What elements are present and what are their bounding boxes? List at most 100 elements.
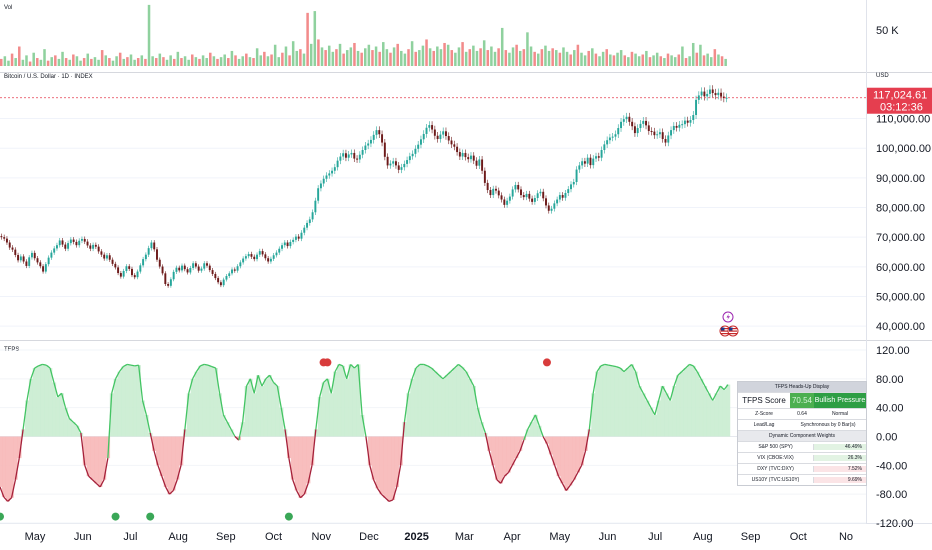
candle-body [122,270,125,277]
volume-bar [335,49,338,66]
candle-body [681,124,684,126]
candle-body [261,251,264,255]
tfps-line-segment [261,378,267,387]
tfps-histogram-bar [702,386,708,437]
volume-bar [475,50,479,66]
tfps-histogram-bar [221,414,226,437]
tfps-line-segment [658,385,664,401]
tfps-line-segment [180,429,186,466]
candle-body [308,219,311,223]
tfps-histogram-bar [718,386,723,437]
candle-body [142,259,145,266]
currency-label: USD [876,73,889,79]
candle-body [39,262,42,267]
tfps-line-segment [215,367,221,394]
tfps-line-segment [623,367,629,373]
candle-body [564,192,567,198]
tfps-line-segment [715,385,721,394]
candle-body [689,120,692,123]
candle-body [297,236,300,239]
volume-bar [21,59,25,66]
volume-bar [461,42,464,66]
tfps-histogram-bar [194,371,199,437]
candle-body [53,248,56,253]
candle-body [256,254,258,260]
tfps-line-segment [642,392,648,401]
candle-body [375,130,378,135]
tfps-histogram-bar [614,366,619,437]
volume-bar [655,52,659,66]
tfps-line-segment [399,422,406,466]
last-price-label[interactable]: 117,024.61 03:12:36 [867,87,932,114]
us-flag-event-icon[interactable] [727,325,739,337]
tfps-histogram-bar [286,436,292,459]
hud-weight-name: S&P 500 (SPY) [738,444,814,450]
candle-body [89,245,92,249]
tfps-line-segment [519,439,525,452]
volume-bar [270,54,273,66]
candle-body [75,241,78,246]
hud-weight-name: US10Y (TVC:US10Y) [738,477,814,483]
candle-body [344,153,347,158]
tfps-histogram-bar [649,407,654,437]
tfps-line-segment [315,396,321,430]
volume-bar [666,53,670,66]
candle-body [381,134,384,143]
hud-weight-value: 7.52% [814,466,866,472]
tfps-histogram-bar [487,436,492,451]
tfps-histogram-bar [55,396,61,437]
tfps-line-segment [685,363,690,369]
tfps-line-segment [650,407,656,416]
candle-body [156,249,158,260]
tfps-line-segment [3,496,9,502]
volume-bar [418,50,421,66]
tfps-histogram-bar [641,393,646,437]
candle-body [72,239,75,242]
tfps-histogram-bar [390,436,396,500]
tfps-line-segment [588,393,594,430]
tfps-histogram-bar [190,378,195,437]
tfps-line-segment [442,374,448,380]
candle-body [475,160,478,166]
candle-body [42,266,45,272]
tfps-histogram-bar [587,429,592,437]
volume-bar [439,49,443,66]
candle-body [5,238,8,243]
tfps-line-segment [573,472,579,481]
tfps-histogram-bar [329,393,334,437]
tfps-histogram-bar [714,393,719,437]
time-tick-label: Jul [123,531,137,543]
bullish-signal-dot [111,512,120,521]
candle-body [150,242,153,249]
tfps-histogram-bar [256,375,261,437]
volume-bar [641,54,645,66]
tfps-line-segment [234,436,240,441]
tfps-line-segment [307,465,313,484]
volume-bar [706,53,709,66]
lightning-event-icon[interactable] [722,311,734,323]
tfps-line-segment [64,407,70,419]
volume-bar [353,42,356,66]
candle-body [131,268,133,276]
tfps-line-segment [380,493,386,499]
volume-bar [187,59,190,66]
tfps-line-segment [107,393,113,459]
tfps-histogram-bar [618,368,623,437]
tfps-histogram-bar [533,414,538,437]
tfps-line-segment [511,457,517,466]
volume-bar [396,43,399,66]
time-tick-label: Oct [790,531,807,543]
candle-body [497,190,500,196]
candle-body [194,263,197,267]
candle-body [511,189,514,197]
candle-body [94,244,97,247]
tfps-line-segment [530,414,536,423]
volume-bar [39,59,43,66]
candle-body [567,189,570,193]
volume-bar [342,53,345,66]
candle-body [44,264,47,272]
volume-bar [479,48,482,66]
time-tick-label: Mar [455,531,474,543]
candle-body [450,140,453,145]
